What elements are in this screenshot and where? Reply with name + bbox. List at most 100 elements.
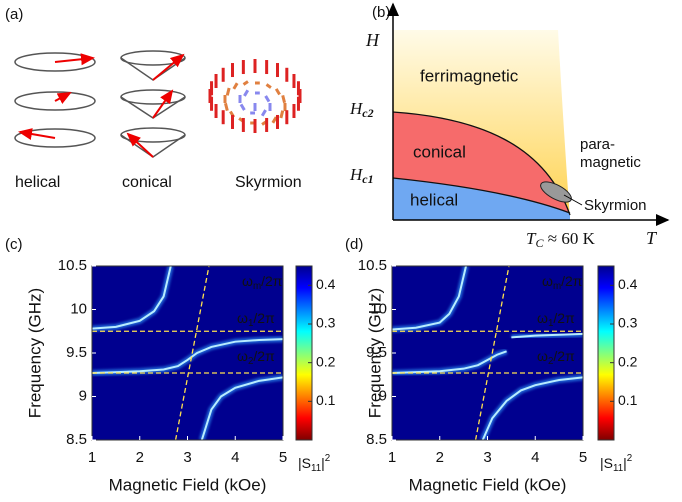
- skyrmion-arrow: [242, 80, 249, 86]
- mode-branch: [92, 266, 172, 330]
- annotation-part: 11: [613, 463, 623, 474]
- annotation-part: |S: [600, 455, 613, 471]
- annotation-part: /2π: [553, 348, 575, 364]
- annotation: ωm/2π: [242, 273, 283, 292]
- heatmap-background: [92, 266, 283, 440]
- x-tick-label: 2: [136, 449, 144, 466]
- skyrmion-diagram: [208, 59, 302, 133]
- annotation-part: /2π: [253, 310, 275, 326]
- skyrmion-arrow: [225, 87, 231, 96]
- heatmap-content: [392, 266, 583, 440]
- y-tick-label: 9.5: [366, 344, 387, 361]
- mode-branch: [92, 338, 283, 375]
- x-axis-label: Magnetic Field (kOe): [109, 475, 267, 494]
- phase-label: magnetic: [580, 154, 641, 171]
- colorbar-tick-label: 0.2: [316, 353, 336, 369]
- panel-label: (d): [345, 236, 363, 253]
- skyrmion-arrow: [274, 88, 281, 96]
- annotation-part: /2π: [561, 273, 583, 289]
- colorbar: [597, 265, 615, 441]
- y-tick-label: 10: [70, 300, 87, 317]
- annotation-part: m: [553, 281, 561, 292]
- y-tick-label: 10: [370, 300, 387, 317]
- phase-label: Skyrmion: [584, 197, 647, 214]
- mode-branch: [200, 376, 283, 440]
- skyrmion-arrow: [279, 110, 285, 119]
- helical-diagram: [14, 52, 96, 148]
- colorbar-tick-label: 0.3: [618, 315, 638, 331]
- skyrmion-arrow: [281, 94, 287, 104]
- mode-branch: [511, 332, 583, 339]
- colorbar-tick-label: 0.4: [316, 276, 336, 292]
- y-tick-label: 9: [379, 387, 387, 404]
- x-tick-label: 3: [483, 449, 491, 466]
- tc-label: TC ≈ 60 K: [526, 229, 596, 250]
- panel-label: (c): [5, 236, 23, 253]
- y-tick-label: 8.5: [66, 431, 87, 448]
- y-tick-label: 8.5: [366, 431, 387, 448]
- x-tick-label: 5: [279, 449, 287, 466]
- annotation-part: ω: [537, 348, 548, 364]
- skyrmion-arrow: [265, 83, 272, 89]
- annotation: ω1/2π: [537, 310, 575, 329]
- phase-label: conical: [413, 142, 466, 161]
- skyrmion-arrow: [239, 103, 246, 111]
- hc1-label: Hc1: [349, 165, 374, 186]
- annotation-part: 2: [325, 453, 330, 464]
- x-tick-label: 1: [88, 449, 96, 466]
- x-tick-label: 4: [231, 449, 239, 466]
- annotation: ω2/2π: [237, 348, 275, 367]
- hc2-label: Hc2: [349, 99, 374, 120]
- y-tick-label: 10.5: [58, 257, 87, 274]
- phase-label: para-: [580, 136, 615, 153]
- x-tick-label: 4: [531, 449, 539, 466]
- colorbar-tick-label: 0.1: [618, 392, 638, 408]
- mode-branch: [392, 350, 507, 375]
- skyrmion-arrow: [243, 89, 250, 97]
- annotation-part: 2: [248, 356, 253, 367]
- annotation: |S11|2: [298, 453, 330, 474]
- y-axis-label: Frequency (GHz): [365, 288, 384, 418]
- colorbar-tick-label: 0.3: [316, 315, 336, 331]
- annotation-part: ω: [237, 348, 248, 364]
- x-tick-label: 1: [388, 449, 396, 466]
- skyrmion-arrow: [260, 109, 267, 117]
- annotation-part: ω: [542, 273, 553, 289]
- skyrmion-arrow: [223, 102, 229, 112]
- conical-diagram: [120, 50, 186, 158]
- phase-label: ferrimagnetic: [420, 66, 519, 85]
- skyrmion-arrow: [264, 95, 271, 103]
- caption: helical: [15, 174, 60, 191]
- panel-label: (b): [372, 4, 390, 21]
- annotation-part: /2π: [261, 273, 283, 289]
- annotation-part: |S: [298, 455, 311, 471]
- annotation-part: ω: [237, 310, 248, 326]
- annotation: |S11|2: [600, 453, 632, 474]
- y-tick-label: 10.5: [358, 257, 387, 274]
- x-tick-label: 5: [579, 449, 587, 466]
- annotation-part: ω: [242, 273, 253, 289]
- heatmap-background: [392, 266, 583, 440]
- annotation-part: 2: [627, 453, 632, 464]
- guide-line: [474, 266, 510, 440]
- annotation-part: 2: [548, 356, 553, 367]
- colorbar-tick-label: 0.2: [618, 353, 638, 369]
- annotation: ωm/2π: [542, 273, 583, 292]
- annotation-part: 1: [548, 318, 553, 329]
- mode-branch: [481, 376, 583, 440]
- colorbar-tick-label: 0.1: [316, 392, 336, 408]
- annotation-part: 11: [311, 463, 321, 474]
- y-tick-label: 9.5: [66, 344, 87, 361]
- annotation-part: m: [253, 281, 261, 292]
- x-axis-label: T: [646, 228, 658, 248]
- phase-label: helical: [410, 190, 458, 209]
- caption: conical: [122, 174, 172, 191]
- annotation: ω1/2π: [237, 310, 275, 329]
- y-tick-label: 9: [79, 387, 87, 404]
- colorbar-tick-label: 0.4: [618, 276, 638, 292]
- x-tick-label: 3: [183, 449, 191, 466]
- caption: Skyrmion: [235, 174, 302, 191]
- y-axis-label: H: [365, 30, 380, 50]
- guide-line: [174, 266, 210, 440]
